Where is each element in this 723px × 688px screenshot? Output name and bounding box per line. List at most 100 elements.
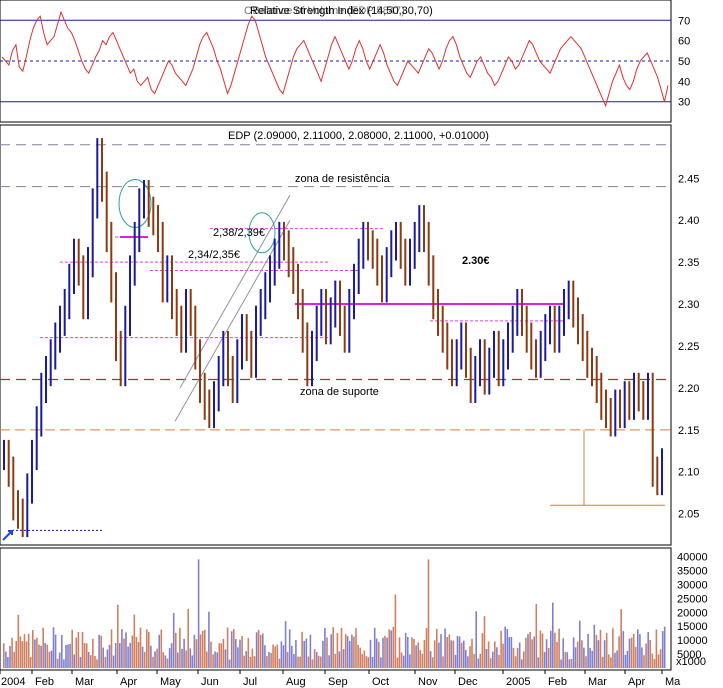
volume-bar <box>40 645 42 668</box>
volume-bar <box>380 657 382 668</box>
volume-bar <box>355 628 357 668</box>
volume-bar <box>65 644 67 668</box>
volume-bar <box>637 629 639 668</box>
volume-bar <box>48 651 51 668</box>
volume-bar <box>249 656 252 668</box>
volume-bar <box>413 638 415 668</box>
volume-bar <box>599 629 602 668</box>
rsi-tick-label: 70 <box>678 15 690 27</box>
volume-bar <box>282 645 285 668</box>
rsi-line <box>1 10 669 108</box>
x-tick-label: 2004 <box>1 676 25 688</box>
volume-bar <box>243 655 245 668</box>
volume-bar <box>653 659 656 668</box>
volume-bar <box>141 646 144 668</box>
price-tick-label: 2.05 <box>678 509 699 521</box>
volume-bar <box>119 643 121 668</box>
volume-bar <box>139 627 142 668</box>
volume-tick-label: 30000 <box>677 579 708 591</box>
volume-bar <box>90 655 92 668</box>
volume-bar <box>297 656 299 668</box>
volume-bar <box>433 640 436 668</box>
volume-bar <box>612 628 614 668</box>
rsi-tick-label: 30 <box>678 97 690 109</box>
volume-bar <box>13 651 15 668</box>
volume-bar <box>77 631 80 668</box>
volume-bar <box>531 639 533 668</box>
x-tick-label: May <box>160 676 181 688</box>
x-tick-label: Oct <box>372 676 389 688</box>
volume-bar <box>278 658 281 668</box>
volume-bar <box>100 635 102 668</box>
volume-bar <box>351 634 353 668</box>
volume-bar <box>127 646 129 668</box>
volume-bar <box>338 651 341 668</box>
volume-bar <box>363 650 366 668</box>
volume-bar <box>610 657 612 668</box>
volume-bar <box>160 629 163 668</box>
volume-bar <box>407 637 409 668</box>
volume-bar <box>7 657 9 668</box>
volume-bar <box>396 657 399 668</box>
volume-bar <box>191 655 194 668</box>
x-tick-label: Feb <box>35 676 54 688</box>
volume-bar <box>201 630 204 668</box>
volume-bar <box>54 634 57 668</box>
volume-bar <box>402 655 405 668</box>
volume-bar <box>224 649 227 668</box>
volume-bar <box>288 629 291 668</box>
volume-bar <box>492 651 494 668</box>
volume-bar <box>622 631 625 668</box>
x-tick-label: Mar <box>75 676 94 688</box>
price-tick-label: 2.15 <box>678 425 699 437</box>
volume-bar <box>375 638 378 668</box>
volume-bar <box>655 629 658 668</box>
volume-bar <box>458 636 461 668</box>
volume-bar <box>427 559 430 668</box>
volume-bar <box>251 648 254 668</box>
volume-bar <box>463 640 465 668</box>
volume-bar <box>394 594 397 668</box>
volume-bar <box>291 645 293 668</box>
resistance-label: zona de resistência <box>295 173 391 185</box>
volume-bar <box>591 650 593 668</box>
volume-bar <box>510 636 513 668</box>
volume-bar <box>36 637 38 668</box>
volume-bar <box>494 641 496 668</box>
volume-bar <box>649 640 651 668</box>
volume-bar <box>620 609 622 668</box>
volume-bar <box>168 648 171 668</box>
price-title: EDP (2.09000, 2.11000, 2.08000, 2.11000,… <box>228 130 489 142</box>
volume-bar <box>417 642 419 668</box>
volume-unit-label: x1000 <box>676 656 706 668</box>
volume-tick-label: 5000 <box>677 649 701 661</box>
volume-bar <box>135 637 138 668</box>
volume-bar <box>148 631 150 668</box>
volume-bar <box>481 633 484 668</box>
volume-bar <box>641 647 643 668</box>
x-tick-label: Jun <box>201 676 219 688</box>
volume-bar <box>29 657 32 668</box>
volume-bar <box>608 654 610 668</box>
volume-bar <box>228 659 231 668</box>
volume-bar <box>206 651 208 668</box>
volume-bar <box>247 638 250 668</box>
volume-bar <box>210 641 212 668</box>
volume-bar <box>359 647 361 668</box>
volume-bar <box>253 656 256 668</box>
price-layer <box>0 138 671 541</box>
volume-bar <box>361 654 363 668</box>
volume-bar <box>257 629 260 668</box>
volume-bar <box>50 650 53 668</box>
volume-bar <box>204 629 206 668</box>
volume-bar <box>19 636 22 668</box>
volume-bar <box>645 643 647 668</box>
volume-bar <box>187 608 189 668</box>
volume-bar <box>498 654 500 668</box>
rsi-tick-label: 50 <box>678 56 690 68</box>
volume-bar <box>235 639 237 668</box>
volume-bar <box>108 644 111 668</box>
volume-bar <box>378 641 380 668</box>
volume-bar <box>450 640 453 668</box>
